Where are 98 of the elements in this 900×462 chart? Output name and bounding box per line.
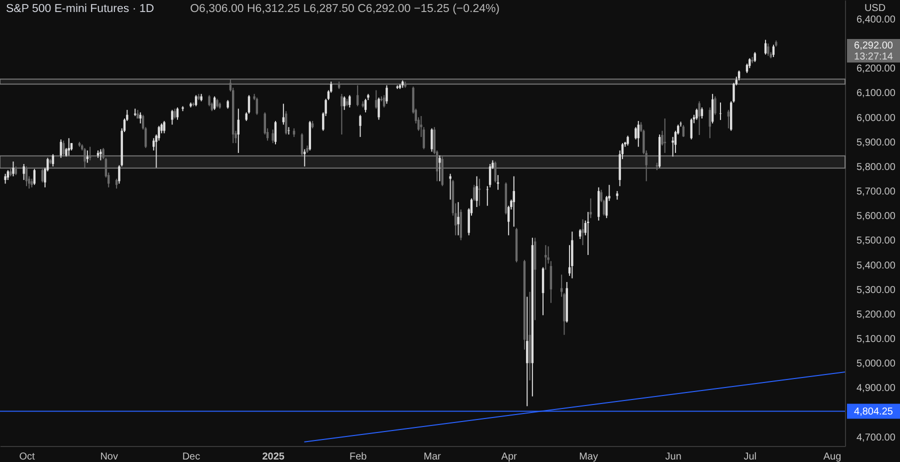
candlestick xyxy=(626,135,629,146)
candlestick xyxy=(719,102,722,120)
candlestick xyxy=(304,148,306,167)
x-tick-label: Nov xyxy=(100,452,118,462)
y-tick-label: 5,700.00 xyxy=(856,186,896,198)
y-tick-label: 4,700.00 xyxy=(856,432,896,444)
candlestick xyxy=(512,176,515,228)
y-tick-label: 5,100.00 xyxy=(856,334,896,346)
candlestick xyxy=(748,58,751,69)
x-tick-label: 2025 xyxy=(262,452,285,462)
candlestick xyxy=(174,108,176,120)
candlestick xyxy=(22,163,25,180)
candlestick xyxy=(375,90,378,110)
candlestick xyxy=(457,202,460,236)
candlestick xyxy=(88,146,92,161)
candlestick xyxy=(25,166,28,187)
candlestick xyxy=(476,176,478,208)
candlestick xyxy=(274,120,277,145)
candlestick xyxy=(714,96,716,116)
candlestick xyxy=(288,126,290,135)
candlestick xyxy=(171,109,174,126)
candlestick xyxy=(772,44,775,58)
candlestick xyxy=(100,148,102,161)
x-tick-label: Jun xyxy=(665,452,682,462)
candlestick xyxy=(582,218,584,246)
candlestick xyxy=(690,118,692,140)
candlestick xyxy=(4,173,6,184)
text: USD xyxy=(864,3,886,14)
candlestick xyxy=(696,108,698,120)
candlestick xyxy=(118,164,120,184)
ref-line-label: 4,804.25 xyxy=(854,406,894,418)
candlestick xyxy=(272,129,274,144)
chart-subtitle: O6,306.00 H6,312.25 L6,287.50 C6,292.00 −15.25 (−0.24%) xyxy=(190,3,500,15)
candlestick xyxy=(478,178,481,206)
candlestick xyxy=(590,198,592,219)
x-tick-label: May xyxy=(579,452,598,462)
x-tick-label: Jul xyxy=(744,452,757,462)
candlestick xyxy=(208,94,210,107)
candlestick xyxy=(237,108,240,154)
y-tick-label: 6,000.00 xyxy=(856,112,896,124)
candlestick xyxy=(449,173,452,200)
candlestick xyxy=(12,161,14,177)
candlestick xyxy=(727,109,730,129)
candlestick xyxy=(340,93,343,135)
candlestick xyxy=(767,43,770,56)
candlestick xyxy=(163,120,166,134)
candlestick xyxy=(359,114,362,138)
y-tick-label: 5,600.00 xyxy=(856,211,896,222)
y-tick-label: 5,000.00 xyxy=(856,358,896,370)
candlestick xyxy=(348,94,351,108)
chart-title: S&P 500 E-mini Futures · 1D xyxy=(6,3,154,15)
candlestick xyxy=(438,154,441,182)
x-tick-label: Aug xyxy=(823,452,842,462)
candlestick xyxy=(300,132,304,158)
candlestick xyxy=(430,128,433,152)
candlestick xyxy=(364,98,367,113)
candlestick xyxy=(84,148,86,168)
candlestick xyxy=(378,97,380,120)
x-tick-label: Oct xyxy=(19,452,35,462)
candlestick xyxy=(634,126,637,140)
candlestick xyxy=(494,161,496,183)
y-tick-label: 5,300.00 xyxy=(856,284,896,296)
text: 6,292.00 xyxy=(854,40,894,52)
y-tick-label: 5,200.00 xyxy=(856,309,896,320)
candlestick xyxy=(213,96,216,110)
candlestick xyxy=(526,296,528,407)
y-tick-label: 5,400.00 xyxy=(856,260,896,272)
x-tick-label: Apr xyxy=(501,452,518,462)
candlestick xyxy=(473,184,476,202)
candlestick xyxy=(60,138,62,158)
candlestick xyxy=(544,244,547,270)
candlestick xyxy=(386,84,388,104)
x-tick-label: Dec xyxy=(182,452,200,462)
candlestick xyxy=(86,150,89,164)
candlestick xyxy=(682,124,685,138)
candlestick xyxy=(68,138,70,156)
x-tick-label: Mar xyxy=(424,452,442,462)
candlestick xyxy=(115,178,118,190)
candlestick xyxy=(708,106,712,139)
y-tick-label: 5,500.00 xyxy=(856,236,896,247)
candlestick xyxy=(176,106,179,120)
y-tick-label: 6,200.00 xyxy=(856,64,896,75)
y-tick-label: 6,100.00 xyxy=(856,88,896,100)
candlestick xyxy=(41,168,44,183)
text: 13:27:14 xyxy=(854,51,894,62)
y-tick-label: 5,800.00 xyxy=(856,162,896,173)
y-tick-label: 6,400.00 xyxy=(856,14,896,26)
x-tick-label: Feb xyxy=(349,452,368,462)
y-tick-label: 4,900.00 xyxy=(856,383,896,394)
candlestick xyxy=(62,140,65,158)
candlestick xyxy=(764,39,767,56)
candlestick xyxy=(700,106,704,120)
candlestick xyxy=(33,168,36,186)
candlestick xyxy=(284,110,288,135)
candlestick xyxy=(698,100,700,136)
candlestick xyxy=(356,84,359,107)
y-tick-label: 5,900.00 xyxy=(856,137,896,148)
candlestick xyxy=(637,120,640,148)
